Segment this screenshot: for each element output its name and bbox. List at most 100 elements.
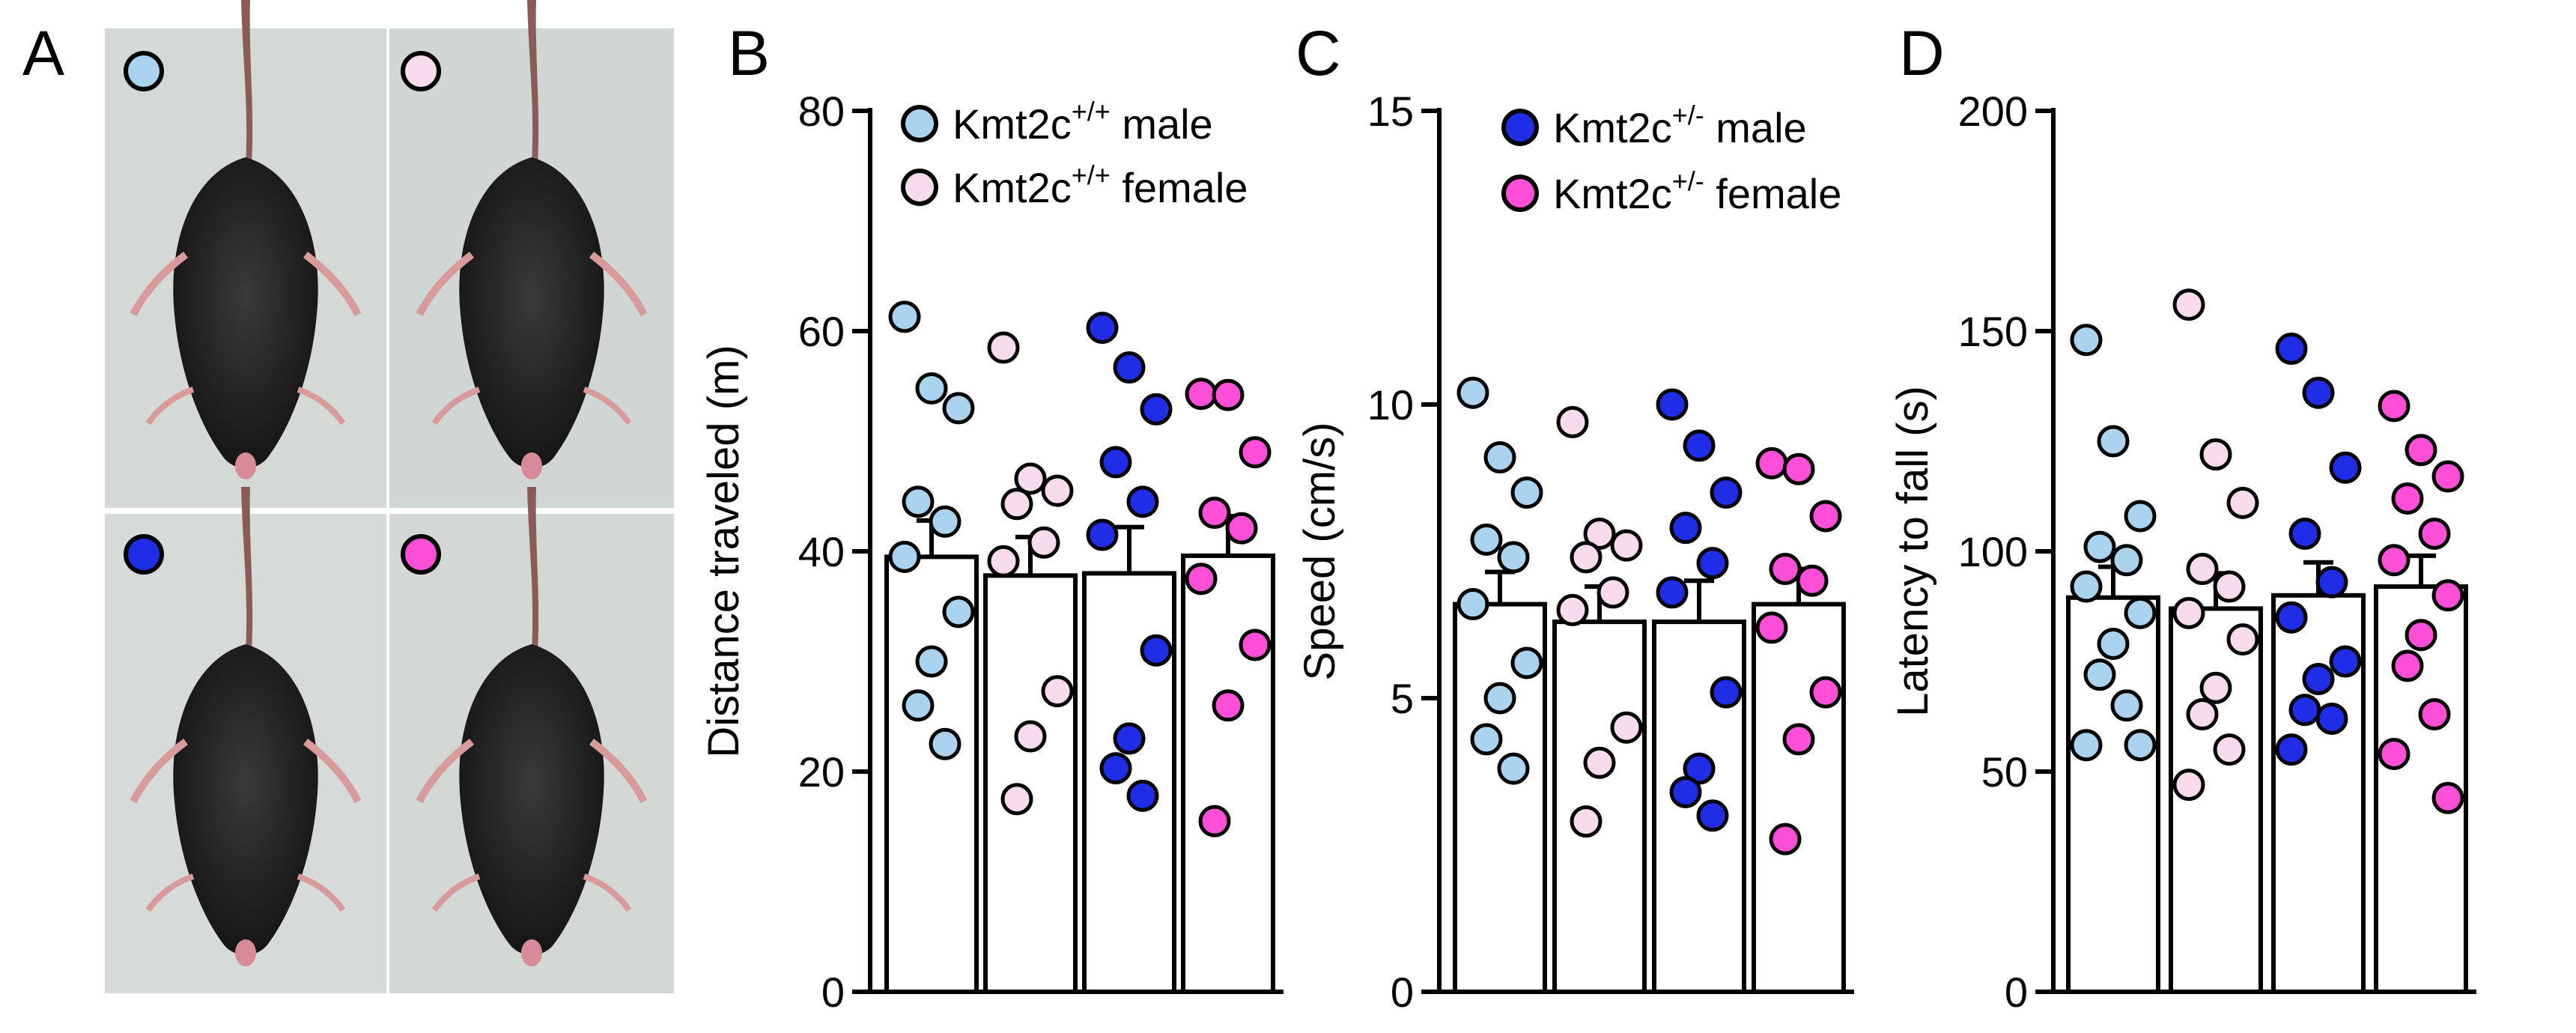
panel-d-data-point (2110, 689, 2143, 722)
panel-d-data-point (2213, 570, 2246, 603)
panel-b-data-point (1185, 378, 1218, 411)
legend-left: Kmt2c+/+ male Kmt2c+/+ female (901, 96, 1248, 211)
panel-d-data-point (2431, 781, 2464, 814)
panel-c-data-point (1597, 576, 1629, 609)
legend-marker-wt-female (901, 169, 938, 206)
panel-d-data-point (2329, 645, 2362, 678)
panel-b-data-point (1185, 563, 1218, 596)
panel-c-y-axis-title: Speed (cm/s) (1295, 422, 1344, 681)
panel-c-data-point (1656, 388, 1689, 421)
panel-d-data-point (2186, 553, 2219, 586)
panel-a-letter: A (22, 18, 64, 88)
panel-c-data-point (1497, 752, 1530, 785)
panel-b-data-point (1041, 675, 1074, 708)
panel-d-data-point (2391, 649, 2424, 682)
panel-b-y-tick-label: 80 (798, 88, 845, 135)
legend-label-het-female: Kmt2c+/- female (1553, 166, 1841, 217)
panel-c-data-point (1710, 676, 1743, 709)
panel-b-data-point (1198, 805, 1231, 837)
legend-label-het-male: Kmt2c+/- male (1553, 100, 1807, 151)
panel-b-data-point (915, 645, 948, 678)
panel-b-data-point (1099, 446, 1132, 479)
panel-c-data-point (1470, 523, 1503, 556)
panel-b-data-point (1140, 634, 1173, 667)
panel-d-y-axis-title: Latency to fall (s) (1889, 386, 1937, 717)
panel-d-data-point (2302, 663, 2335, 696)
panel-d-y-tick-label: 200 (1958, 88, 2028, 135)
legend-marker-het-male (1501, 109, 1539, 146)
panel-c-data-point (1470, 723, 1503, 756)
panel-d-data-point (2431, 579, 2464, 612)
panel-b-bar (983, 573, 1078, 994)
panel-c-data-point (1769, 823, 1802, 855)
photo-wt-male (105, 0, 386, 508)
panel-c-data-point (1809, 676, 1842, 709)
legend-right: Kmt2c+/- male Kmt2c+/- female (1501, 100, 1841, 217)
panel-b-y-tick-label: 20 (798, 748, 845, 796)
panel-d-data-point (2288, 694, 2321, 727)
panel-c-data-point (1656, 576, 1689, 609)
panel-c-bar (1752, 602, 1846, 994)
panel-b-data-point (1086, 312, 1119, 345)
panel-c-y-tick-label: 5 (1391, 675, 1414, 722)
panel-b-data-point (1126, 485, 1159, 518)
panel-b-data-point (929, 727, 962, 760)
panel-c-data-point (1769, 553, 1802, 586)
panel-d-data-point (2199, 438, 2232, 471)
panel-c-chart: 0 5 10 15 Speed (cm/s) (1295, 88, 1854, 1016)
panel-d-data-point (2070, 570, 2103, 603)
panel-d-data-point (2083, 530, 2116, 563)
panel-b-data-point (1239, 628, 1272, 661)
panel-d-data-point (2124, 596, 2157, 629)
panel-b-data-point (929, 505, 962, 538)
panel-c-data-point (1510, 646, 1543, 679)
panel-c-data-point (1570, 805, 1603, 838)
panel-b-data-point (1113, 351, 1146, 384)
panel-d-data-point (2275, 333, 2308, 366)
legend-item-wt-male: Kmt2c+/+ male (901, 96, 1213, 148)
panel-b-data-point (1140, 393, 1173, 425)
legend-item-het-female: Kmt2c+/- female (1501, 166, 1841, 217)
panel-b-data-point (1099, 752, 1132, 785)
panel-c-data-point (1556, 593, 1589, 626)
panel-c-data-point (1583, 517, 1616, 550)
panel-c-y-tick-label: 0 (1391, 969, 1414, 1016)
panel-a-photo-grid (105, 0, 674, 993)
panel-b-bar (1181, 553, 1275, 994)
photo-marker-het-female (401, 534, 441, 575)
panel-c-data-point (1570, 541, 1603, 574)
panel-c-data-point (1669, 512, 1702, 545)
panel-b-data-point (1000, 488, 1033, 521)
panel-b-letter: B (728, 18, 770, 88)
legend-marker-het-female (1501, 175, 1539, 212)
panel-c-data-point (1483, 441, 1516, 474)
panel-b-data-point (1239, 436, 1272, 469)
panel-b-data-point (1225, 512, 1258, 545)
panel-d-data-point (2070, 324, 2103, 357)
panel-d-data-point (2097, 627, 2130, 660)
panel-b-data-point (902, 689, 935, 722)
panel-b-y-tick-label: 60 (798, 308, 845, 355)
panel-d-y-tick-label: 150 (1958, 308, 2028, 355)
panel-c-data-point (1696, 799, 1729, 832)
panel-c-data-point (1755, 611, 1788, 644)
panel-b-data-point (942, 392, 975, 425)
photo-het-male (105, 487, 386, 993)
panel-c-data-point (1610, 711, 1643, 744)
panel-d-data-point (2110, 544, 2143, 577)
panel-d-data-point (2213, 733, 2246, 766)
panel-d-y-tick-label: 0 (2005, 969, 2028, 1016)
panel-d-data-point (2302, 376, 2335, 409)
legend-label-wt-male: Kmt2c+/+ male (953, 96, 1213, 148)
panel-d-data-point (2186, 698, 2219, 731)
panel-d-data-point (2124, 500, 2157, 533)
panel-c-bar (1552, 620, 1647, 995)
panel-b-y-tick-label: 0 (821, 969, 845, 1016)
panel-d-data-point (2378, 390, 2411, 422)
legend-label-wt-female: Kmt2c+/+ female (953, 160, 1248, 211)
panel-b-data-point (1014, 462, 1047, 495)
panel-d-data-point (2172, 596, 2205, 629)
panel-d-y-tick-label: 50 (1981, 748, 2028, 796)
panel-d-data-point (2405, 434, 2437, 467)
panel-b-chart: 0 20 40 60 80 Distance traveled (m) (699, 88, 1284, 1016)
